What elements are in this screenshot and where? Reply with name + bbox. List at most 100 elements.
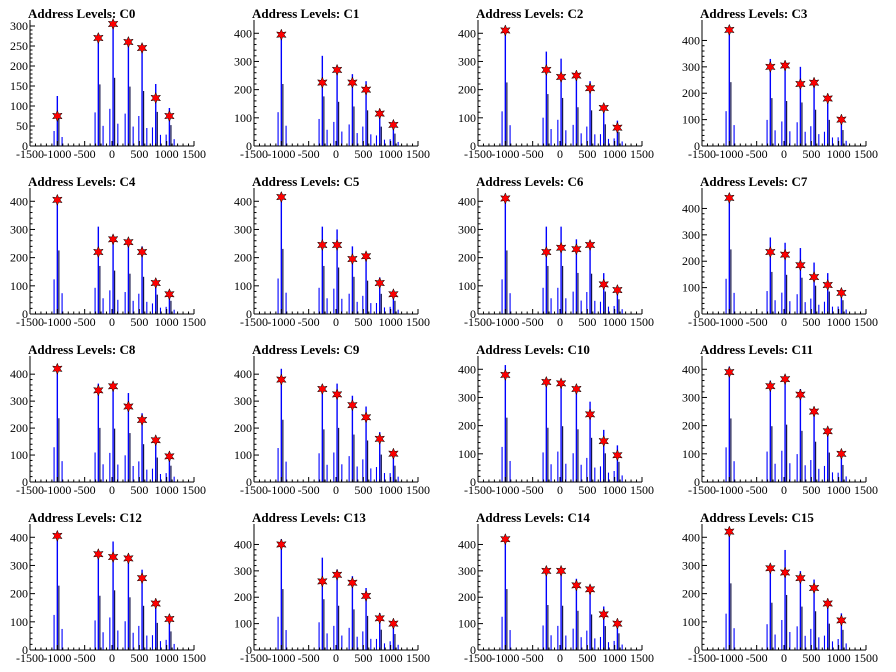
y-tick-label: 200	[458, 83, 476, 97]
x-tick-label: 1500	[854, 483, 878, 497]
star-marker	[764, 562, 776, 575]
chart-title: Address Levels: C13	[252, 510, 366, 525]
star-marker	[347, 252, 358, 266]
x-tick-label: 1000	[827, 315, 851, 329]
histogram-peak	[53, 533, 63, 650]
x-tick-label: -1000	[491, 483, 519, 497]
star-marker	[123, 235, 134, 249]
histogram-chart-13: Address Levels: C13 0 100 200 300 400 -1500 -10…	[234, 510, 430, 665]
histogram-peak	[389, 620, 399, 650]
x-tick-label: 1000	[827, 147, 851, 161]
y-tick-label: 300	[10, 394, 28, 408]
star-marker	[723, 365, 735, 379]
x-tick-label: 1000	[603, 147, 627, 161]
y-tick-label: 300	[10, 558, 28, 572]
x-tick-label: 500	[130, 315, 148, 329]
star-marker	[360, 411, 372, 424]
chart-title: Address Levels: C11	[700, 342, 813, 357]
star-marker	[374, 107, 386, 120]
histogram-peak	[375, 277, 386, 314]
histogram-peak	[53, 96, 63, 146]
histogram-chart-12: Address Levels: C12 0 100 200 300 400 -1500 -10…	[10, 510, 206, 665]
x-tick-label: 0	[109, 483, 115, 497]
chart-title: Address Levels: C10	[476, 342, 590, 357]
star-marker	[150, 91, 162, 105]
star-marker	[331, 238, 343, 252]
y-tick-label: 300	[234, 394, 252, 408]
star-marker	[388, 118, 399, 132]
histogram-peak	[823, 98, 834, 146]
x-tick-label: 500	[578, 147, 596, 161]
star-marker	[331, 63, 343, 77]
histogram-chart-5: Address Levels: C5 0 100 200 300 400 -1500 -100…	[234, 174, 430, 329]
y-tick-label: 250	[10, 39, 28, 53]
x-tick-label: 500	[130, 147, 148, 161]
histogram-chart-11: Address Levels: C11 0 100 200 300 400 -1500 -10…	[682, 342, 878, 497]
histogram-peak	[766, 58, 776, 146]
star-marker	[836, 113, 847, 126]
star-marker	[150, 434, 162, 447]
star-marker	[374, 276, 386, 290]
histogram-peak	[94, 34, 104, 146]
star-marker	[347, 76, 358, 89]
chart-title: Address Levels: C2	[476, 6, 583, 21]
histogram-peak	[599, 106, 610, 146]
x-tick-label: -500	[298, 651, 320, 665]
x-tick-label: 0	[109, 147, 115, 161]
x-tick-label: -1000	[267, 483, 295, 497]
star-marker	[540, 245, 552, 259]
chart-title: Address Levels: C5	[252, 174, 360, 189]
star-marker	[316, 238, 328, 252]
star-marker	[555, 377, 567, 390]
y-tick-label: 100	[10, 615, 28, 629]
histogram-peak	[557, 569, 567, 650]
y-tick-label: 200	[10, 587, 28, 601]
y-tick-label: 400	[458, 26, 476, 40]
y-tick-label: 300	[10, 222, 28, 236]
y-tick-label: 0	[470, 139, 476, 153]
chart-axes	[29, 188, 195, 315]
y-tick-label: 100	[458, 617, 476, 631]
histogram-peak	[796, 389, 806, 482]
star-marker	[164, 109, 175, 123]
y-tick-label: 0	[470, 643, 476, 657]
chart-axes	[701, 188, 867, 315]
y-tick-label: 0	[246, 643, 252, 657]
x-tick-label: -1500	[464, 147, 492, 161]
x-tick-label: 1500	[406, 651, 430, 665]
y-tick-label: 400	[458, 362, 476, 376]
x-tick-label: -500	[522, 651, 544, 665]
star-marker	[92, 384, 104, 397]
y-tick-label: 100	[234, 111, 252, 125]
histogram-peak	[151, 437, 162, 482]
star-marker	[555, 564, 567, 578]
histogram-peak	[277, 368, 287, 482]
star-marker	[571, 579, 582, 592]
x-tick-label: -1500	[240, 147, 268, 161]
x-tick-label: 1500	[406, 147, 430, 161]
star-marker	[499, 24, 511, 37]
y-tick-label: 200	[234, 421, 252, 435]
histogram-peak	[542, 51, 552, 147]
histogram-peak	[375, 432, 386, 482]
star-marker	[808, 270, 820, 284]
star-marker	[723, 525, 735, 538]
histogram-peak	[542, 226, 552, 314]
star-marker	[123, 552, 134, 565]
y-tick-label: 100	[682, 113, 700, 127]
y-tick-label: 400	[10, 367, 28, 381]
chart-title: Address Levels: C14	[476, 510, 590, 525]
star-marker	[764, 245, 776, 259]
histogram-peak	[837, 451, 847, 482]
y-tick-label: 100	[234, 617, 252, 631]
histogram-peak	[138, 46, 148, 146]
star-marker	[51, 529, 63, 543]
x-tick-label: 1000	[155, 483, 179, 497]
y-tick-label: 400	[458, 537, 476, 551]
histogram-peak	[389, 290, 399, 314]
y-tick-label: 400	[682, 33, 700, 47]
y-tick-label: 0	[694, 139, 700, 153]
y-tick-label: 200	[458, 419, 476, 433]
y-tick-label: 400	[682, 362, 700, 376]
star-marker	[92, 245, 104, 259]
